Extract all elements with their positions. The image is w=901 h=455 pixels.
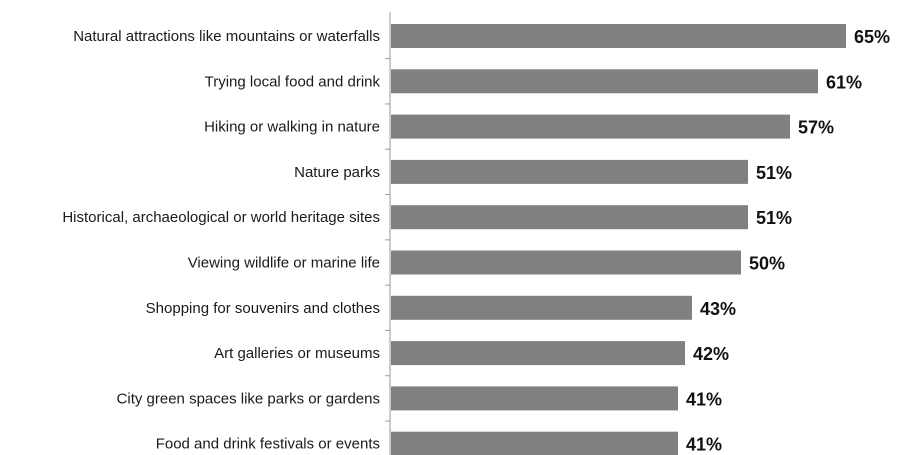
bar	[391, 386, 678, 411]
data-label: 41%	[686, 389, 722, 409]
data-label: 43%	[700, 299, 736, 319]
bar	[391, 341, 685, 366]
data-label: 65%	[854, 27, 890, 47]
bar	[391, 24, 846, 48]
category-label: Food and drink festivals or events	[156, 436, 380, 453]
category-label: Nature parks	[294, 164, 380, 181]
bar	[391, 431, 678, 455]
bar	[391, 114, 790, 139]
bar	[391, 159, 748, 184]
data-label: 51%	[756, 208, 792, 228]
bar	[391, 69, 818, 94]
category-label: Shopping for souvenirs and clothes	[146, 300, 380, 317]
category-label: Historical, archaeological or world heri…	[62, 209, 380, 226]
data-label: 57%	[798, 118, 834, 138]
data-label: 50%	[749, 254, 785, 274]
category-label: Viewing wildlife or marine life	[188, 255, 380, 272]
data-label: 51%	[756, 163, 792, 183]
category-label: Trying local food and drink	[205, 73, 381, 90]
data-label: 61%	[826, 72, 862, 92]
data-label: 42%	[693, 344, 729, 364]
category-label: Hiking or walking in nature	[204, 119, 380, 136]
category-label: Art galleries or museums	[214, 345, 380, 362]
bar	[391, 295, 692, 320]
bar	[391, 250, 741, 275]
data-label: 41%	[686, 435, 722, 455]
category-label: City green spaces like parks or gardens	[117, 390, 380, 407]
bar	[391, 205, 748, 230]
category-label: Natural attractions like mountains or wa…	[73, 28, 380, 45]
